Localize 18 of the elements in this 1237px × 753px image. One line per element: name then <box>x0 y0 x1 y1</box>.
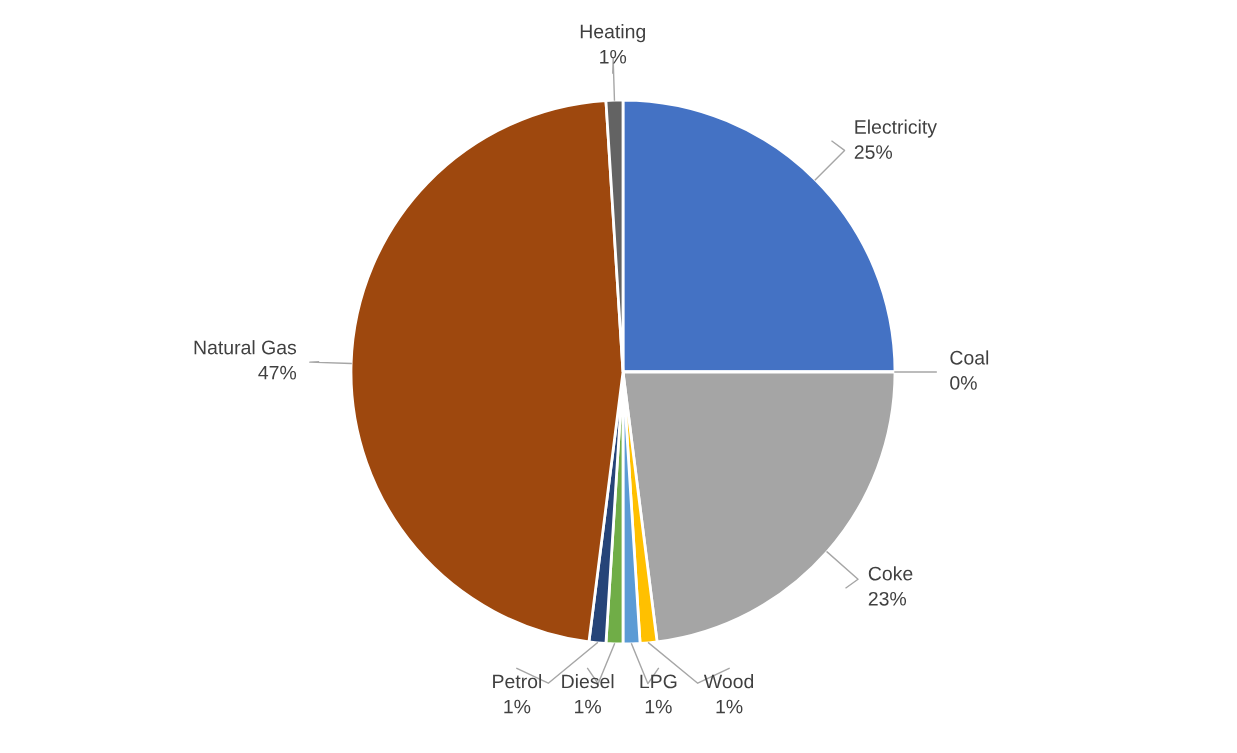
data-label: 1% <box>575 699 601 714</box>
text: 0% <box>950 376 977 390</box>
data-label: 1% <box>600 49 627 64</box>
data-label: 1% <box>504 699 531 714</box>
data-label: 1% <box>645 699 672 714</box>
slice-label: Wood <box>703 674 754 689</box>
slice-label: Petrol <box>493 674 542 689</box>
data-label: 1% <box>716 699 743 714</box>
data-label: 47% <box>258 365 297 380</box>
slice-label: Electricity <box>855 119 937 138</box>
slice-label: Heating <box>580 24 646 43</box>
data-label: 25% <box>854 145 893 160</box>
slice-label: LPG <box>640 674 677 689</box>
data-label: 23% <box>868 591 907 606</box>
slice-label: Diesel <box>562 674 614 689</box>
slice-label: Natural Gas <box>194 340 297 355</box>
category-label: Coal <box>950 350 989 365</box>
slice-label: Coke <box>868 566 913 581</box>
